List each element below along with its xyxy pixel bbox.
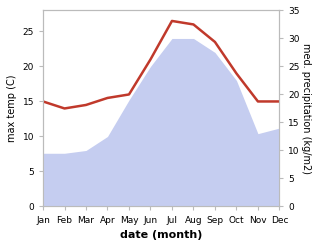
Y-axis label: max temp (C): max temp (C) [7, 75, 17, 142]
X-axis label: date (month): date (month) [120, 230, 203, 240]
Y-axis label: med. precipitation (kg/m2): med. precipitation (kg/m2) [301, 43, 311, 174]
